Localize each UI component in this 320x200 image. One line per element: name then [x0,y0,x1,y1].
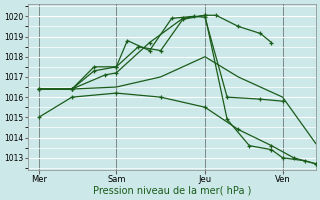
X-axis label: Pression niveau de la mer( hPa ): Pression niveau de la mer( hPa ) [92,186,251,196]
